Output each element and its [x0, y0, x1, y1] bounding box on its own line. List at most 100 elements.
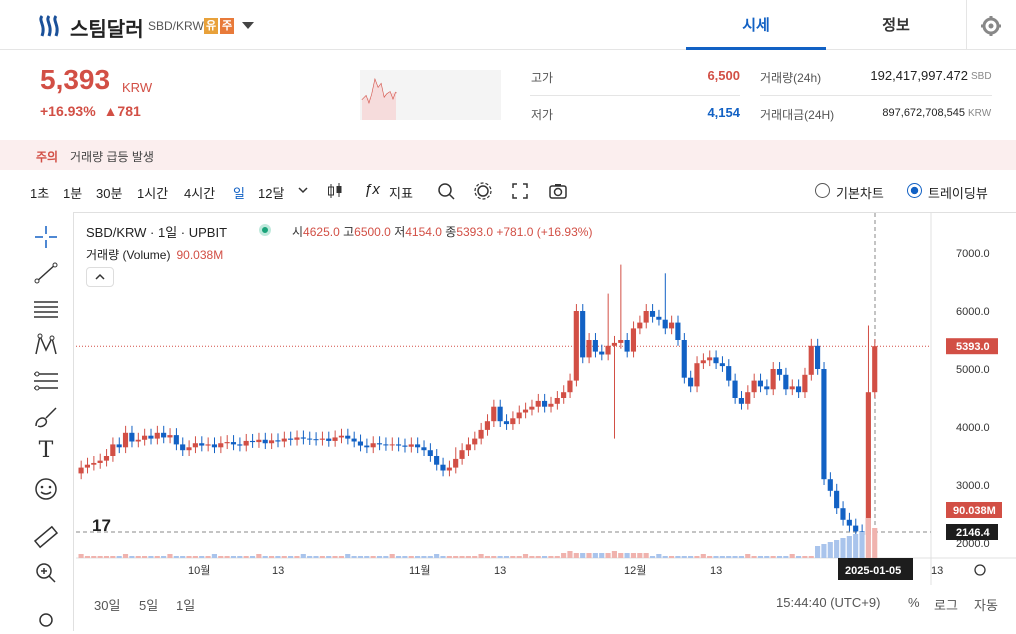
close-value: 5393.0: [456, 225, 494, 239]
amount-label: 거래대금(24H): [760, 108, 835, 122]
candle-body: [294, 437, 300, 440]
steem-logo-icon: [39, 15, 59, 37]
amount-value: 897,672,708,545: [882, 107, 965, 119]
interval-1h[interactable]: 1시간: [137, 186, 169, 201]
interval-1d[interactable]: 일: [233, 186, 245, 201]
percent-toggle[interactable]: %: [908, 595, 920, 610]
volume-bar: [630, 553, 637, 558]
x-tick-label: 13: [710, 565, 722, 577]
volume-bar: [154, 556, 160, 558]
camera-icon[interactable]: [548, 181, 568, 201]
coin-name[interactable]: 스팀달러: [70, 19, 144, 41]
volume-bar: [859, 532, 865, 558]
emoji-icon[interactable]: [32, 476, 60, 502]
radio-basic-chart[interactable]: [815, 183, 830, 198]
candle-body: [472, 438, 478, 445]
candle-body: [529, 406, 535, 410]
volume-bar: [808, 556, 814, 558]
settings-button[interactable]: [966, 0, 1016, 50]
volume-bar: [402, 556, 408, 558]
price-chart[interactable]: 7000.0 6000.0 5000.0 4000.0 3000.0 2000.0 5393…: [76, 213, 1016, 585]
candle-body: [459, 450, 465, 459]
x-tick-label: 13: [272, 565, 284, 577]
range-5d[interactable]: 5일: [139, 598, 159, 613]
radio-trading-view[interactable]: [907, 183, 922, 198]
volume-bar: [675, 556, 681, 558]
candle-body: [307, 438, 313, 440]
fx-icon[interactable]: ƒx: [364, 181, 380, 198]
interval-30m[interactable]: 30분: [96, 186, 123, 201]
trading-view-label[interactable]: 트레이딩뷰: [928, 186, 988, 201]
y-tick-label: 5000.0: [956, 364, 990, 376]
interval-1m[interactable]: 1분: [63, 186, 83, 201]
interval-4h[interactable]: 4시간: [184, 186, 216, 201]
volume-bar: [637, 553, 643, 558]
candle-body: [510, 418, 516, 425]
interval-12mo[interactable]: 12달: [258, 186, 285, 201]
volume-bar: [307, 556, 313, 558]
clock[interactable]: 15:44:40 (UTC+9): [776, 595, 881, 610]
y-tick-label: 7000.0: [956, 248, 990, 260]
pattern-icon[interactable]: [32, 332, 60, 358]
basic-chart-label[interactable]: 기본차트: [836, 186, 884, 201]
chevron-down-icon[interactable]: [242, 22, 254, 29]
volume-bar: [97, 556, 103, 558]
candle-body: [135, 439, 141, 442]
candle-body: [840, 508, 846, 520]
tab-info[interactable]: 정보: [882, 17, 910, 34]
candle-body: [497, 406, 503, 422]
volume-bar: [548, 556, 554, 558]
magnet-icon[interactable]: [32, 608, 60, 634]
candle-body: [364, 445, 370, 448]
high-value: 6,500: [707, 68, 740, 83]
ruler-icon[interactable]: [32, 524, 60, 550]
candle-body: [148, 435, 154, 439]
parallel-lines-icon[interactable]: [32, 296, 60, 322]
collapse-legend-button[interactable]: [86, 267, 114, 287]
volume-bar: [580, 553, 586, 558]
trend-line-icon[interactable]: [32, 260, 60, 286]
volume-bar: [338, 556, 344, 558]
volume-bar: [434, 554, 440, 558]
volume-bar: [516, 556, 522, 558]
fullscreen-icon[interactable]: [510, 181, 530, 201]
volume-bar: [567, 551, 573, 558]
volume-bar: [776, 556, 783, 558]
range-30d[interactable]: 30일: [94, 598, 121, 613]
candle-body: [383, 444, 389, 446]
candle-body: [586, 340, 592, 358]
brush-icon[interactable]: [32, 404, 60, 430]
tab-price[interactable]: 시세: [686, 0, 826, 50]
price-unit: KRW: [122, 80, 153, 95]
candle-type-icon[interactable]: [325, 181, 345, 201]
candle-body: [827, 479, 833, 491]
gear-icon[interactable]: [473, 181, 493, 201]
log-toggle[interactable]: 로그: [934, 598, 958, 613]
volume-bar: [180, 556, 186, 558]
candle-body: [541, 400, 548, 407]
range-1d[interactable]: 1일: [176, 598, 196, 613]
compare-icon[interactable]: [436, 181, 456, 201]
amount-unit: KRW: [968, 108, 992, 119]
warning-text: 거래량 급등 발생: [70, 150, 154, 164]
candle-body: [522, 409, 529, 413]
volume-bar: [332, 556, 338, 558]
volume-bar: [484, 556, 490, 558]
volume-bar: [707, 556, 713, 558]
candle-body: [789, 386, 795, 390]
auto-toggle[interactable]: 자동: [974, 598, 998, 613]
chevron-down-icon[interactable]: [296, 183, 310, 197]
text-tool-icon[interactable]: T: [38, 438, 54, 463]
indicator-button[interactable]: 지표: [389, 186, 413, 201]
zoom-in-icon[interactable]: [32, 560, 60, 586]
volume-bar: [249, 556, 256, 558]
mini-chart: [360, 70, 501, 120]
warning-badge: 주: [220, 18, 235, 34]
crosshair-icon[interactable]: [32, 224, 60, 250]
volume-bar: [230, 556, 237, 558]
interval-1s[interactable]: 1초: [30, 186, 50, 201]
volume-bar: [611, 551, 617, 558]
candle-body: [268, 440, 275, 444]
volume-bar: [453, 556, 459, 558]
fib-icon[interactable]: [32, 368, 60, 394]
